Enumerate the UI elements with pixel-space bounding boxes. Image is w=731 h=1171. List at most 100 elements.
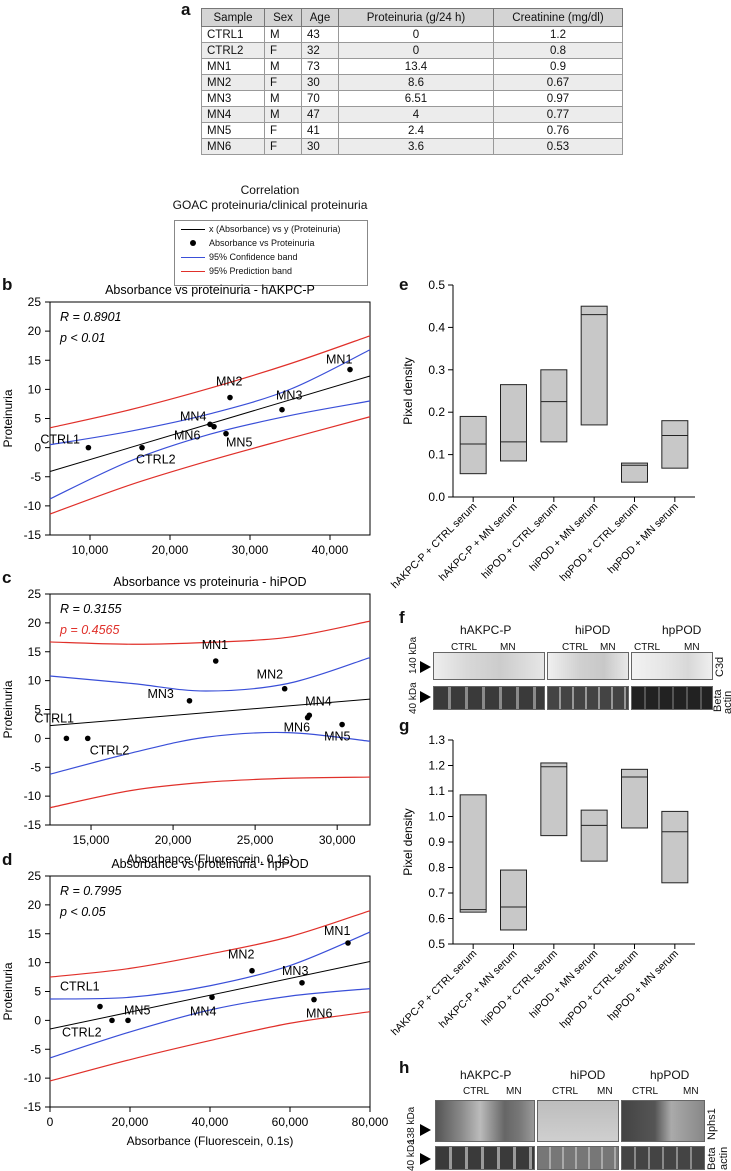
table-cell: MN4	[201, 106, 265, 123]
protein-label-actin: actin	[718, 1146, 730, 1170]
panel-letter-a: a	[181, 0, 191, 19]
box	[540, 762, 568, 837]
table-cell: M	[264, 58, 302, 75]
data-point	[223, 430, 229, 437]
western-blot-nphs1: hAKPC-P hiPOD hpPOD CTRL MN CTRL MN CTRL…	[400, 1060, 731, 1171]
x-axis-label: Absorbance (Fluorescein, 0.1s)	[127, 1134, 294, 1148]
prediction-band-lower	[49, 1011, 371, 1082]
point-label: MN2	[228, 948, 254, 962]
y-tick-label: -10	[24, 1071, 42, 1085]
regression-line	[49, 960, 371, 1030]
data-point	[281, 685, 288, 692]
data-point	[209, 994, 215, 1001]
table-cell: 0	[338, 42, 494, 59]
prediction-band-upper	[49, 335, 371, 429]
category-label: hpPOD + CTRL serum	[558, 947, 641, 1030]
lane-label-mn: MN	[684, 642, 700, 653]
lane-label-mn: MN	[500, 642, 516, 653]
data-point	[84, 735, 91, 742]
table-cell: 2.4	[338, 122, 494, 139]
chart-title: Absorbance vs proteinuria - hpPOD	[111, 857, 308, 871]
chart-title: Absorbance vs proteinuria - hiPOD	[113, 575, 306, 589]
blot-strip	[537, 1100, 619, 1142]
kda-label: 40 kDa	[406, 1139, 417, 1171]
y-tick-label: -5	[30, 760, 41, 774]
point-label: MN4	[305, 694, 331, 708]
table-row: MN2 F 30 8.6 0.67	[201, 74, 623, 91]
point-label: MN5	[324, 730, 350, 744]
x-tick-label: 20,000	[112, 1115, 149, 1129]
point-label: CTRL1	[60, 980, 100, 994]
stat-r: R = 0.3155	[60, 602, 122, 616]
blot-group-label: hiPOD	[570, 1068, 606, 1082]
x-tick-label: 40,000	[312, 543, 349, 557]
confidence-band-upper	[49, 931, 371, 1000]
confidence-band-lower	[49, 400, 371, 500]
x-tick-label: 80,000	[352, 1115, 389, 1129]
table-cell: F	[264, 122, 302, 139]
table-cell: 70	[301, 90, 339, 107]
y-axis-label: Proteinuria	[1, 962, 15, 1020]
point-label: MN6	[284, 721, 310, 735]
chart-title: Absorbance vs proteinuria - hAKPC-P	[105, 283, 315, 297]
table-cell: 47	[301, 106, 339, 123]
table-row: MN3 M 70 6.51 0.97	[201, 90, 623, 107]
y-tick-label: -15	[24, 528, 42, 542]
blot-strip	[435, 1146, 535, 1170]
arrowhead-icon	[420, 1124, 431, 1136]
legend-item: 95% Prediction band	[181, 265, 367, 277]
y-tick-label: 0	[34, 441, 41, 455]
blot-strip	[631, 686, 713, 710]
stat-p: p = 0.4565	[59, 623, 119, 637]
y-tick-label: 10	[28, 382, 42, 396]
blot-strip	[621, 1146, 705, 1170]
confidence-band-lower	[49, 988, 371, 1059]
data-point	[109, 1017, 115, 1024]
table-row: CTRL1 M 43 0 1.2	[201, 26, 623, 43]
point-label: MN6	[306, 1007, 332, 1021]
lane-label-mn: MN	[600, 642, 616, 653]
y-tick-label: 1.3	[428, 733, 445, 747]
y-tick-label: 0.0	[428, 490, 445, 504]
table-cell: MN2	[201, 74, 265, 91]
blot-strip	[433, 686, 545, 710]
box	[500, 384, 527, 462]
table-cell: 0	[338, 26, 494, 43]
y-tick-label: 0.7	[428, 886, 445, 900]
table-cell: 8.6	[338, 74, 494, 91]
data-point	[347, 366, 353, 373]
arrowhead-icon	[420, 691, 431, 703]
data-point	[311, 996, 317, 1003]
y-tick-label: 15	[28, 645, 42, 659]
table-cell: 0.97	[493, 90, 623, 107]
table-header-row: Sample Sex Age Proteinuria (g/24 h) Crea…	[201, 8, 623, 27]
panel-letter-f: f	[399, 608, 405, 627]
table-cell: 30	[301, 138, 339, 155]
table-cell: 32	[301, 42, 339, 59]
point-label: MN1	[326, 353, 352, 367]
table-cell: MN6	[201, 138, 265, 155]
table-header-cell: Age	[301, 8, 339, 27]
table-cell: 30	[301, 74, 339, 91]
data-point	[63, 735, 70, 742]
data-point	[85, 444, 92, 451]
category-label: hpPOD + CTRL serum	[558, 500, 641, 583]
category-label: hpPOD + MN serum	[605, 500, 681, 576]
panel-letter-e: e	[399, 275, 409, 294]
table-cell: CTRL2	[201, 42, 265, 59]
table-cell: F	[264, 138, 302, 155]
y-tick-label: 0	[34, 1013, 41, 1027]
table-cell: 4	[338, 106, 494, 123]
table-cell: M	[264, 90, 302, 107]
correlation-header: Correlation GOAC proteinuria/clinical pr…	[120, 183, 420, 213]
box	[621, 462, 648, 483]
y-tick-label: 0.5	[428, 278, 445, 292]
stat-r: R = 0.8901	[60, 310, 122, 324]
table-row: MN5 F 41 2.4 0.76	[201, 122, 623, 139]
point-label: MN6	[174, 429, 200, 443]
table-cell: M	[264, 106, 302, 123]
legend-line-icon	[181, 224, 205, 234]
scatter-chart-hakpc-p: Absorbance vs proteinuria - hAKPC-P -15 -1…	[1, 283, 371, 557]
table-row: CTRL2 F 32 0 0.8	[201, 42, 623, 59]
legend-dot-icon	[181, 238, 205, 248]
